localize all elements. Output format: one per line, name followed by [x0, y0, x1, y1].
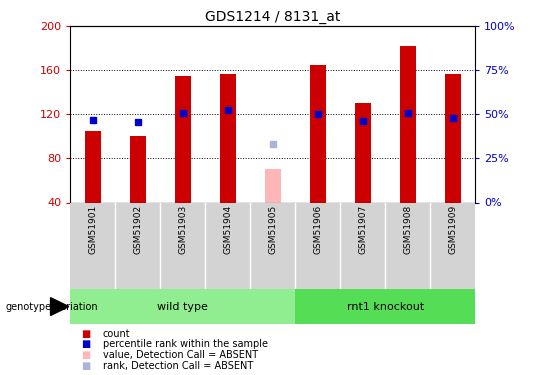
Bar [265, 170, 281, 202]
Bar [445, 74, 461, 202]
Text: ■: ■ [81, 361, 90, 371]
Bar [70, 290, 295, 324]
Title: GDS1214 / 8131_at: GDS1214 / 8131_at [205, 10, 340, 24]
Bar [220, 74, 235, 202]
Bar [400, 46, 416, 202]
Text: value, Detection Call = ABSENT: value, Detection Call = ABSENT [103, 350, 258, 360]
Text: GSM51905: GSM51905 [268, 205, 277, 254]
Text: rank, Detection Call = ABSENT: rank, Detection Call = ABSENT [103, 361, 253, 371]
Text: percentile rank within the sample: percentile rank within the sample [103, 339, 268, 349]
Bar [310, 65, 326, 203]
Text: count: count [103, 328, 130, 339]
Text: GSM51904: GSM51904 [223, 205, 232, 254]
Text: rnt1 knockout: rnt1 knockout [347, 302, 424, 312]
Text: ■: ■ [81, 328, 90, 339]
Bar [85, 131, 100, 203]
Polygon shape [51, 298, 69, 315]
Text: GSM51902: GSM51902 [133, 205, 142, 254]
Text: ■: ■ [81, 339, 90, 349]
Text: GSM51901: GSM51901 [88, 205, 97, 254]
Text: ■: ■ [81, 350, 90, 360]
Bar [295, 290, 475, 324]
Text: GSM51903: GSM51903 [178, 205, 187, 254]
Text: genotype/variation: genotype/variation [5, 302, 98, 312]
Bar [175, 76, 191, 202]
Text: GSM51906: GSM51906 [313, 205, 322, 254]
Text: wild type: wild type [157, 302, 208, 312]
Text: GSM51907: GSM51907 [358, 205, 367, 254]
Text: GSM51908: GSM51908 [403, 205, 412, 254]
Bar [130, 136, 146, 202]
Bar [355, 104, 370, 202]
Text: GSM51909: GSM51909 [448, 205, 457, 254]
